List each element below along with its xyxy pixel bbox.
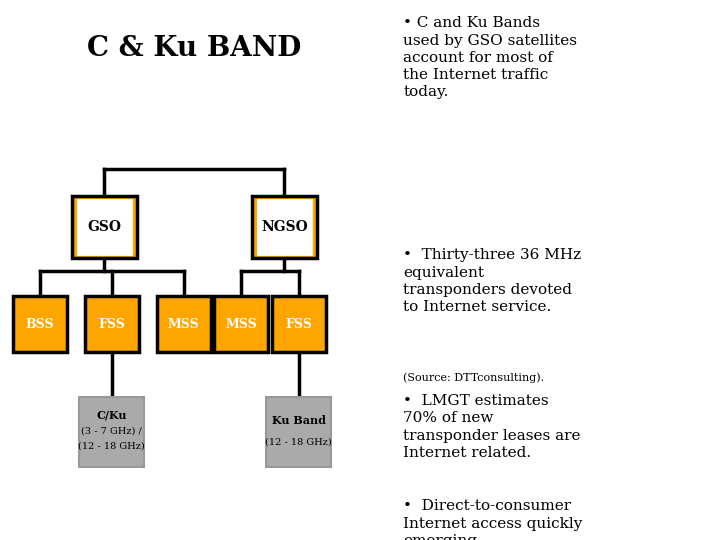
FancyBboxPatch shape [13, 296, 66, 352]
Text: (Source: DTTconsulting).: (Source: DTTconsulting). [403, 373, 544, 383]
Text: C & Ku BAND: C & Ku BAND [87, 35, 302, 62]
Text: MSS: MSS [168, 318, 199, 330]
Text: •  Direct-to-consumer
Internet access quickly
emerging.: • Direct-to-consumer Internet access qui… [403, 500, 582, 540]
FancyBboxPatch shape [215, 296, 269, 352]
FancyBboxPatch shape [252, 195, 317, 258]
Text: BSS: BSS [25, 318, 54, 330]
Text: GSO: GSO [87, 220, 122, 234]
Text: • C and Ku Bands
used by GSO satellites
account for most of
the Internet traffic: • C and Ku Bands used by GSO satellites … [403, 16, 577, 99]
FancyBboxPatch shape [272, 296, 325, 352]
FancyBboxPatch shape [157, 296, 210, 352]
Text: C/Ku: C/Ku [96, 409, 127, 420]
Text: MSS: MSS [225, 318, 257, 330]
Text: FSS: FSS [285, 318, 312, 330]
Text: (3 - 7 GHz) /: (3 - 7 GHz) / [81, 427, 142, 435]
FancyBboxPatch shape [85, 296, 138, 352]
FancyBboxPatch shape [72, 195, 137, 258]
Text: NGSO: NGSO [261, 220, 307, 234]
Text: (12 - 18 GHz): (12 - 18 GHz) [78, 442, 145, 450]
FancyBboxPatch shape [266, 397, 331, 467]
Text: •  LMGT estimates
70% of new
transponder leases are
Internet related.: • LMGT estimates 70% of new transponder … [403, 394, 581, 460]
FancyBboxPatch shape [79, 397, 144, 467]
Text: FSS: FSS [98, 318, 125, 330]
FancyBboxPatch shape [78, 200, 131, 254]
FancyBboxPatch shape [258, 200, 311, 254]
Text: (12 - 18 GHz): (12 - 18 GHz) [266, 437, 332, 446]
Text: •  Thirty-three 36 MHz
equivalent
transponders devoted
to Internet service.: • Thirty-three 36 MHz equivalent transpo… [403, 248, 581, 314]
Text: Ku Band: Ku Band [272, 415, 325, 426]
